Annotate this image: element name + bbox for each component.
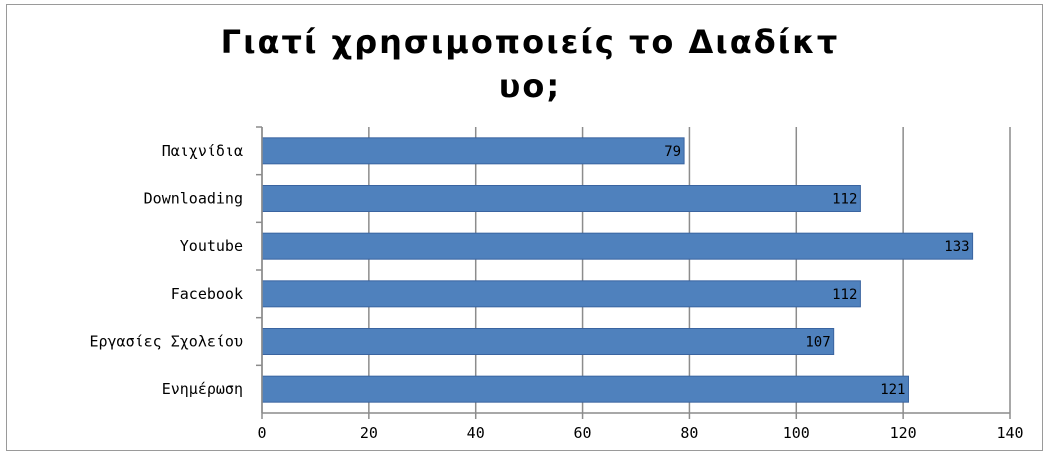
category-label-3: Facebook	[171, 285, 243, 303]
x-tick-label-3: 60	[574, 424, 592, 442]
x-tick-label-4: 80	[680, 424, 698, 442]
data-label-2: 133	[944, 239, 969, 255]
bar-1	[261, 185, 861, 212]
x-tick-label-0: 0	[257, 424, 266, 442]
bar-2	[261, 232, 974, 260]
x-tick-label-5: 100	[783, 424, 810, 442]
x-tick-label-6: 120	[890, 424, 917, 442]
data-label-0: 79	[664, 144, 681, 160]
chart-title-line-1: Γιατί χρησιμοποιείς το Διαδίκτ	[220, 23, 840, 61]
chart-title: Γιατί χρησιμοποιείς το Διαδίκτ υο;	[170, 20, 890, 108]
x-tick-label-7: 140	[996, 424, 1023, 442]
category-label-4: Εργασίες Σχολείου	[89, 333, 243, 351]
data-label-1: 112	[832, 192, 857, 208]
x-tick-label-2: 40	[467, 424, 485, 442]
x-tick-label-1: 20	[360, 424, 378, 442]
bar-3	[261, 280, 861, 308]
data-label-5: 121	[880, 382, 905, 398]
bar-4	[261, 328, 835, 355]
category-label-5: Ενημέρωση	[162, 380, 243, 398]
chart-title-line-2: υο;	[498, 67, 562, 105]
category-label-1: Downloading	[144, 190, 243, 208]
bar-0	[261, 137, 685, 165]
category-label-2: Youtube	[180, 237, 243, 255]
bar-5	[261, 375, 909, 403]
data-label-3: 112	[832, 287, 857, 303]
category-label-0: Παιχνίδια	[162, 142, 243, 160]
data-label-4: 107	[805, 335, 830, 351]
